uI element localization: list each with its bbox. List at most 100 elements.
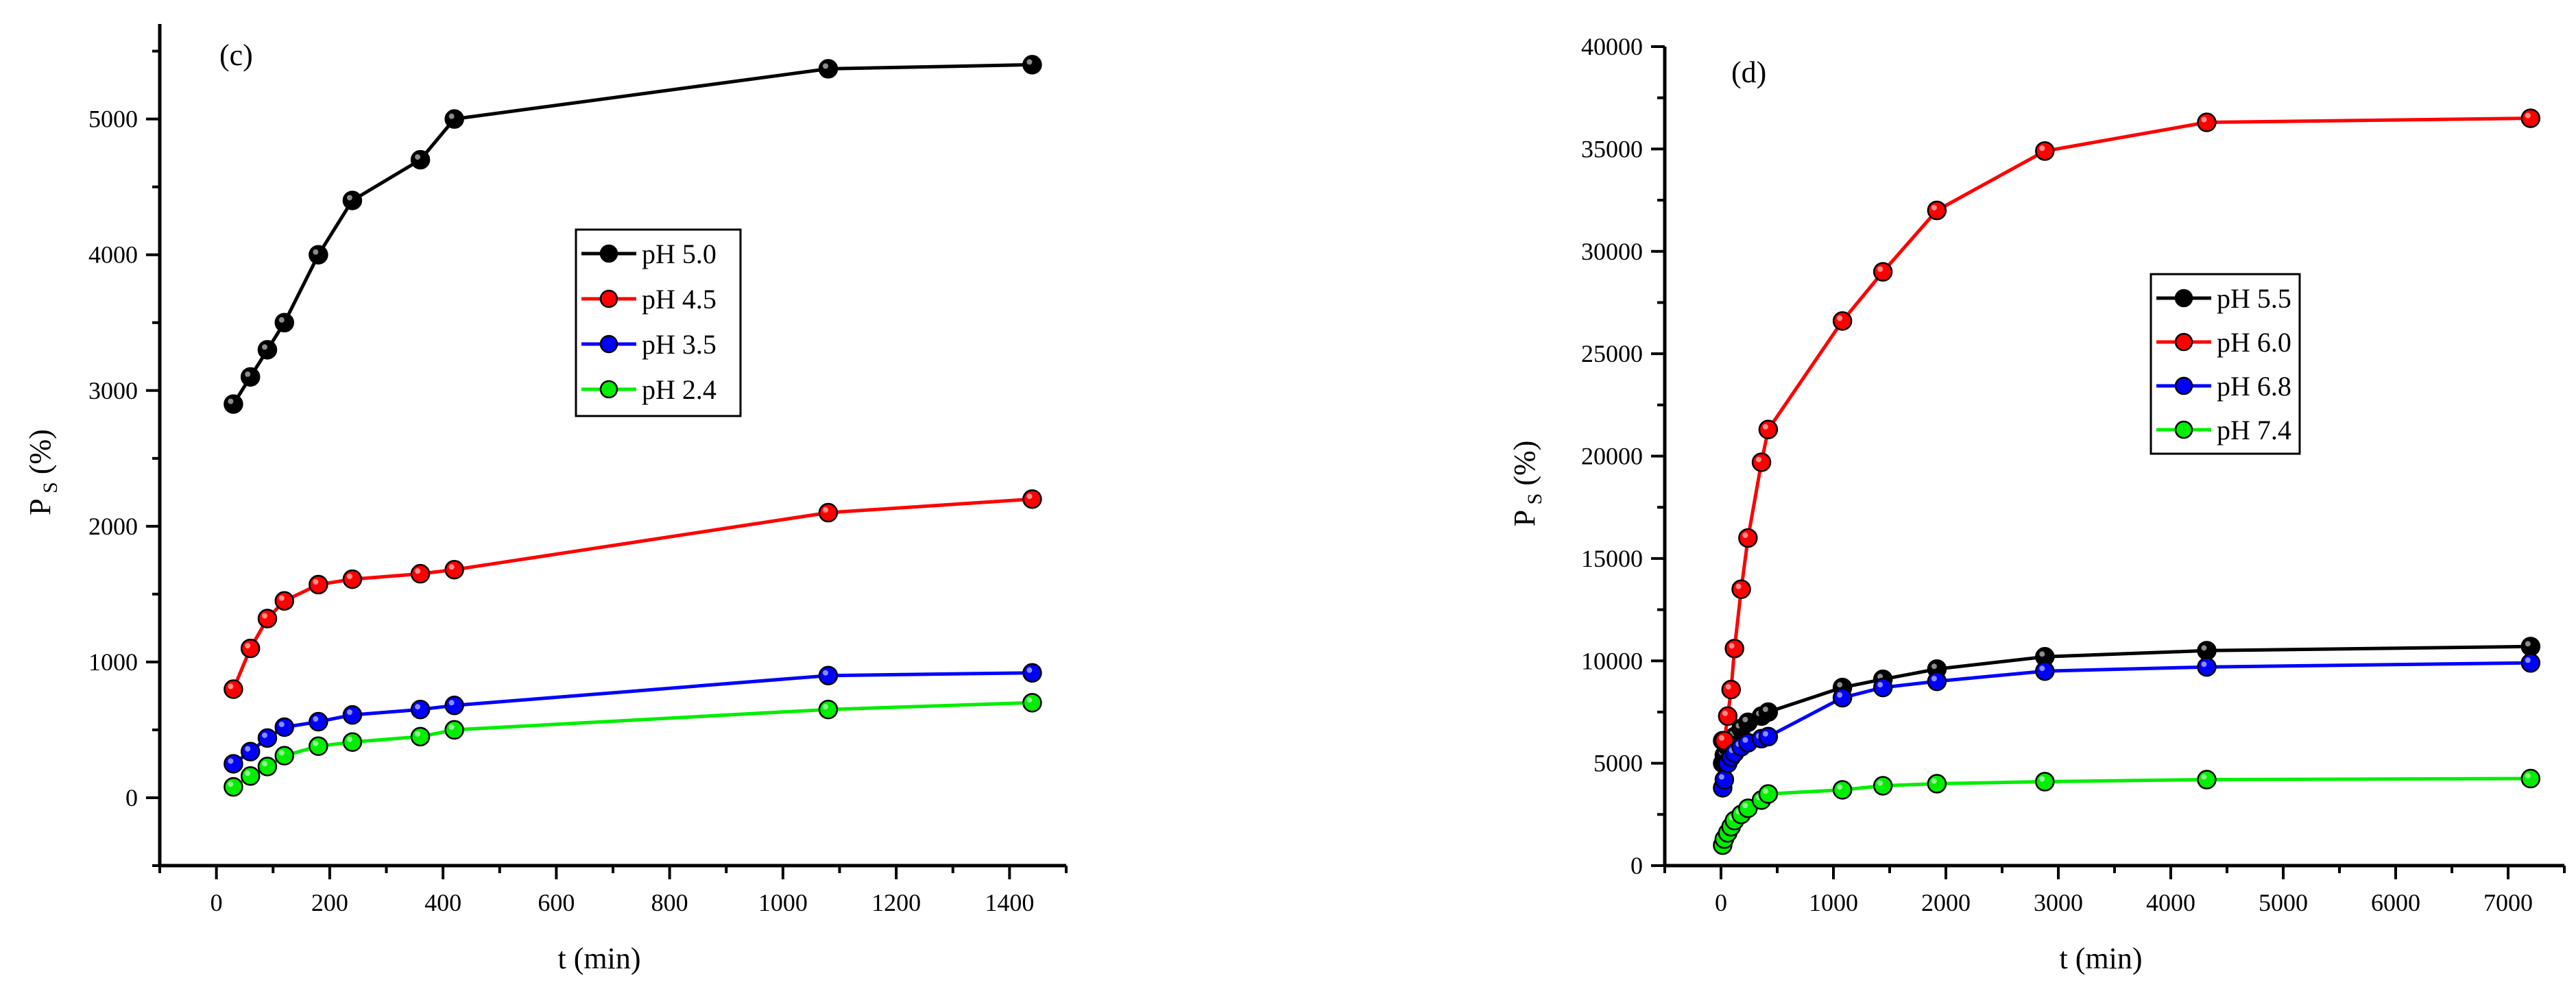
data-point-ph-5-0-c (444, 109, 464, 129)
data-point-ph-2-4-c (342, 732, 363, 753)
data-point-highlight-c (261, 732, 267, 738)
data-point-highlight-d (2039, 651, 2045, 657)
y-tick-label-d: 20000 (1581, 443, 1643, 470)
panel-label-c: (c) (219, 38, 253, 72)
data-point-ph-2-4-c (444, 720, 464, 740)
legend-marker-ph-6-8-d (2174, 376, 2193, 395)
data-point-highlight-d (2039, 776, 2045, 782)
data-point-ph-4-5-c (410, 563, 431, 584)
data-point-ph-6-8-d (1832, 687, 1853, 708)
data-point-highlight-c (415, 154, 421, 160)
data-point-ph-6-0-d (1832, 311, 1853, 331)
data-point-ph-7-4-d (1832, 780, 1853, 800)
data-point-highlight-d (1742, 716, 1748, 722)
data-point-highlight-c (415, 731, 421, 737)
legend-marker-ph-6-0-d (2174, 332, 2193, 352)
data-point-highlight-c (228, 683, 234, 689)
data-point-ph-4-5-c (342, 569, 363, 589)
x-tick-label-d: 7000 (2483, 889, 2533, 916)
data-point-highlight-c (261, 344, 267, 350)
x-tick-label-d: 3000 (2034, 889, 2083, 916)
data-point-ph-5-0-c (224, 394, 243, 414)
data-point-highlight-c (228, 781, 234, 787)
data-point-highlight-c (313, 249, 319, 255)
data-point-ph-7-4-d (1927, 774, 1947, 794)
data-point-highlight-c (448, 113, 455, 119)
data-point-highlight-d (2525, 641, 2531, 647)
data-point-ph-6-8-d (1758, 726, 1779, 747)
data-point-highlight-c (1026, 667, 1033, 673)
data-point-highlight-d (2039, 665, 2045, 672)
data-point-highlight-c (415, 704, 421, 710)
data-point-ph-6-8-d (2197, 657, 2217, 677)
x-tick-label-c: 200 (311, 889, 348, 916)
data-point-ph-3-5-c (240, 742, 261, 761)
legend-marker-ph-5-5-d (2174, 289, 2193, 308)
data-point-highlight-c (1026, 697, 1033, 703)
y-tick-label-d: 25000 (1581, 340, 1643, 367)
legend-label-ph-3-5-c: pH 3.5 (642, 329, 717, 360)
data-point-ph-4-5-c (224, 679, 243, 699)
x-tick-label-d: 6000 (2371, 889, 2420, 916)
data-point-ph-6-8-d (1927, 671, 1947, 692)
data-point-highlight-d (1931, 676, 1937, 682)
y-tick-label-d: 35000 (1581, 135, 1643, 162)
data-point-ph-3-5-c (342, 705, 363, 725)
data-point-ph-6-8-d (2035, 661, 2055, 681)
data-point-ph-7-4-d (1873, 776, 1893, 796)
x-tick-label-c: 1000 (758, 889, 808, 916)
data-point-ph-7-4-d (2520, 768, 2541, 789)
data-point-highlight-d (2201, 117, 2207, 123)
data-point-highlight-d (1837, 784, 1843, 790)
data-point-highlight-d (2201, 774, 2207, 780)
legend-box-d (2150, 273, 2301, 455)
data-point-ph-3-5-c (1022, 663, 1042, 683)
data-point-highlight-d (1762, 731, 1768, 737)
data-point-ph-2-4-c (240, 766, 261, 786)
data-point-ph-4-5-c (274, 591, 295, 611)
y-tick-label-d: 5000 (1593, 750, 1643, 777)
data-point-highlight-d (2525, 773, 2531, 779)
data-point-highlight-d (1837, 315, 1843, 321)
legend-label-ph-2-4-c: pH 2.4 (642, 374, 717, 405)
y-axis-label-d: P S (%) (1508, 441, 1546, 527)
series-line-ph-4-5-c (232, 497, 1033, 690)
series-line-ph-5-0-c (232, 62, 1033, 405)
data-point-ph-6-0-d (1873, 262, 1893, 282)
data-point-ph-7-4-d (1758, 784, 1779, 804)
data-point-highlight-d (2201, 645, 2207, 651)
y-tick-label-c: 0 (125, 784, 138, 811)
data-point-highlight-c (245, 643, 251, 649)
data-point-ph-4-5-c (818, 502, 839, 523)
data-point-ph-4-5-c (1022, 489, 1042, 509)
data-point-highlight-d (1877, 682, 1883, 688)
data-point-ph-6-8-d (1714, 770, 1735, 790)
data-point-ph-6-0-d (1724, 639, 1744, 659)
y-tick-label-d: 40000 (1581, 33, 1643, 60)
data-point-highlight-d (1931, 205, 1937, 210)
data-point-highlight-d (2201, 661, 2207, 668)
data-point-ph-2-4-c (410, 726, 431, 747)
data-point-ph-5-0-c (257, 340, 278, 360)
data-point-highlight-c (448, 564, 455, 570)
data-point-highlight-d (1718, 774, 1724, 780)
data-point-highlight-d (1837, 692, 1843, 698)
data-point-ph-3-5-c (224, 754, 243, 774)
y-tick-label-c: 3000 (88, 377, 138, 404)
data-point-ph-5-0-c (309, 245, 328, 265)
data-point-highlight-c (346, 574, 352, 580)
y-tick-label-d: 30000 (1581, 238, 1643, 265)
y-tick-label-d: 15000 (1581, 545, 1643, 572)
data-point-highlight-c (228, 758, 234, 764)
legend-marker-ph-5-0-c (599, 244, 618, 263)
data-point-ph-2-4-c (818, 699, 839, 720)
data-point-ph-2-4-c (224, 777, 243, 797)
data-point-highlight-c (278, 595, 285, 601)
data-point-ph-3-5-c (257, 728, 278, 748)
data-point-ph-5-0-c (240, 367, 261, 387)
data-point-highlight-d (1735, 583, 1742, 589)
data-point-ph-3-5-c (818, 665, 839, 685)
data-point-highlight-c (245, 746, 251, 752)
legend-marker-ph-3-5-c (599, 334, 618, 354)
